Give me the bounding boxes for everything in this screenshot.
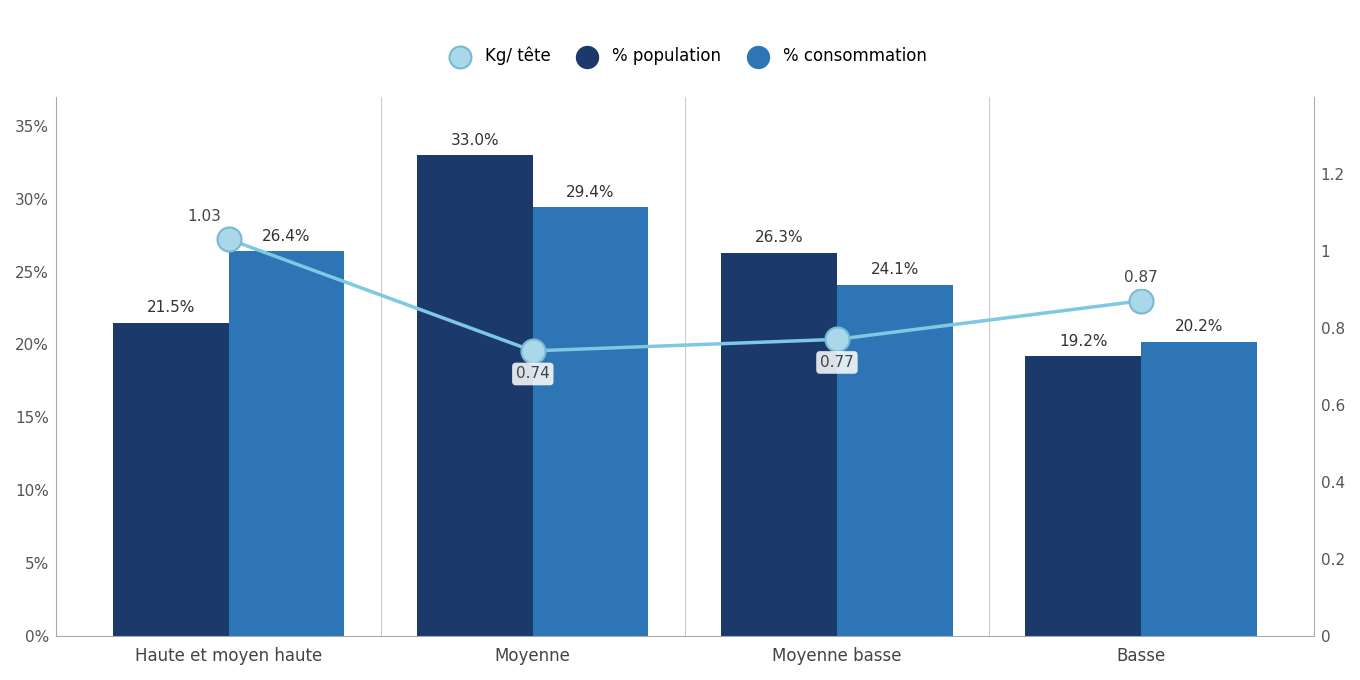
Text: 0.74: 0.74 bbox=[515, 367, 549, 381]
Text: 0.87: 0.87 bbox=[1125, 270, 1157, 285]
Bar bbox=[1025, 356, 1141, 636]
Bar bbox=[533, 207, 649, 636]
Point bbox=[826, 334, 847, 345]
Bar bbox=[836, 285, 952, 636]
Text: 1.03: 1.03 bbox=[188, 209, 222, 224]
Point bbox=[522, 345, 544, 356]
Text: 21.5%: 21.5% bbox=[147, 301, 194, 316]
Text: 26.4%: 26.4% bbox=[262, 229, 310, 244]
Bar bbox=[418, 155, 533, 636]
Point bbox=[218, 234, 239, 245]
Point bbox=[1130, 295, 1152, 306]
Text: 26.3%: 26.3% bbox=[755, 231, 804, 245]
Bar bbox=[721, 253, 836, 636]
Text: 19.2%: 19.2% bbox=[1059, 334, 1107, 349]
Legend: Kg/ tête, % population, % consommation: Kg/ tête, % population, % consommation bbox=[437, 40, 933, 72]
Text: 24.1%: 24.1% bbox=[870, 262, 919, 277]
Bar bbox=[113, 322, 228, 636]
Text: 29.4%: 29.4% bbox=[566, 185, 615, 200]
Text: 33.0%: 33.0% bbox=[450, 133, 499, 148]
Text: 0.77: 0.77 bbox=[820, 355, 854, 370]
Bar bbox=[1141, 341, 1257, 636]
Bar bbox=[228, 251, 344, 636]
Text: 20.2%: 20.2% bbox=[1175, 319, 1223, 335]
